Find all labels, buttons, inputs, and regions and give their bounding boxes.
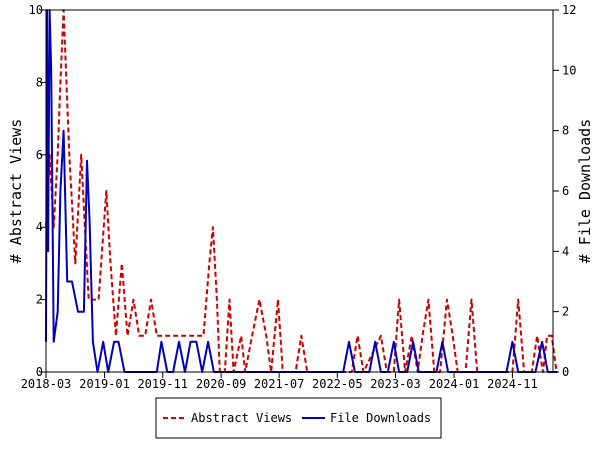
x-tick-label: 2019-11	[137, 377, 188, 391]
x-tick-label: 2018-03	[21, 377, 72, 391]
legend-label-file-downloads: File Downloads	[330, 411, 431, 425]
y-axis-left-title: # Abstract Views	[7, 119, 25, 264]
y-left-tick-label: 0	[36, 365, 43, 379]
legend-label-abstract-views: Abstract Views	[191, 411, 292, 425]
x-tick-label: 2024-11	[487, 377, 538, 391]
y-left-tick-label: 4	[36, 220, 43, 234]
y-axis-right: 0 2 4 6 8 10 12	[553, 3, 576, 379]
y-left-tick-label: 2	[36, 293, 43, 307]
x-tick-label: 2022-05	[312, 377, 363, 391]
x-axis: 2018-03 2019-01 2019-11 2020-09 2021-07 2022-…	[21, 372, 538, 391]
y-right-tick-label: 6	[562, 184, 569, 198]
x-tick-label: 2019-01	[79, 377, 130, 391]
legend-box	[155, 397, 442, 439]
y-left-tick-label: 8	[36, 75, 43, 89]
y-axis-right-title: # File Downloads	[576, 119, 594, 264]
legend: Abstract Views File Downloads	[155, 397, 442, 439]
x-tick-label: 2024-01	[429, 377, 480, 391]
y-right-tick-label: 10	[562, 63, 576, 77]
y-right-tick-label: 4	[562, 244, 569, 258]
y-right-tick-label: 0	[562, 365, 569, 379]
y-left-tick-label: 6	[36, 148, 43, 162]
y-right-tick-label: 12	[562, 3, 576, 17]
y-axis-left: 0 2 4 6 8 10	[29, 3, 46, 379]
x-tick-label: 2023-03	[370, 377, 421, 391]
y-left-tick-label: 10	[29, 3, 43, 17]
x-tick-label: 2021-07	[254, 377, 305, 391]
y-right-tick-label: 8	[562, 124, 569, 138]
series-line-abstract-views	[45, 9, 558, 373]
plot-lines	[45, 9, 558, 373]
plot-frame	[45, 9, 554, 373]
x-tick-label: 2020-09	[196, 377, 247, 391]
series-line-file-downloads	[45, 9, 558, 373]
y-right-tick-label: 2	[562, 305, 569, 319]
